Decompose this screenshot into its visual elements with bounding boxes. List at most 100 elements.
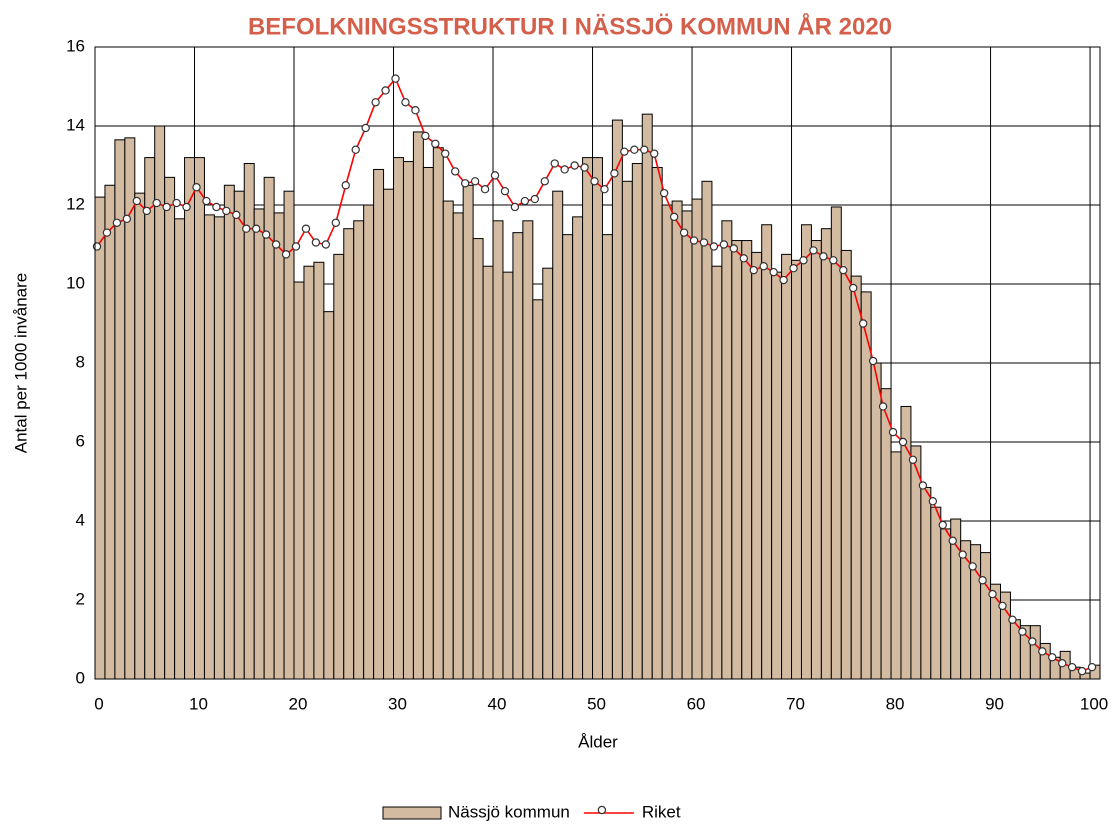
- bar: [253, 208, 265, 680]
- bar: [432, 147, 444, 680]
- marker: [331, 218, 341, 227]
- x-tick-label: 90: [985, 694, 1004, 713]
- bar: [243, 163, 255, 680]
- marker: [789, 264, 798, 273]
- bar: [393, 157, 404, 680]
- marker: [689, 236, 699, 245]
- bar: [492, 220, 504, 680]
- y-tick-label: 8: [76, 352, 85, 371]
- bar: [940, 528, 952, 680]
- bar: [890, 451, 902, 680]
- marker: [948, 536, 957, 545]
- marker: [281, 250, 291, 259]
- marker: [142, 206, 151, 216]
- marker: [679, 228, 689, 237]
- marker: [709, 242, 719, 251]
- bar: [323, 311, 335, 680]
- bar: [134, 192, 146, 680]
- marker: [918, 481, 928, 490]
- marker: [829, 256, 838, 265]
- bar: [920, 486, 932, 680]
- marker: [391, 74, 400, 83]
- x-tick-label: 80: [886, 694, 905, 713]
- marker: [998, 601, 1007, 611]
- bar: [333, 253, 345, 680]
- marker: [1057, 659, 1067, 668]
- bar: [671, 200, 683, 680]
- bar: [771, 271, 783, 680]
- marker: [1038, 647, 1047, 656]
- marker: [938, 520, 947, 530]
- marker: [928, 497, 938, 506]
- marker: [301, 224, 311, 233]
- x-tick-label: 10: [189, 694, 208, 713]
- x-tick-label: 20: [289, 694, 308, 713]
- y-tick-label: 0: [76, 668, 85, 687]
- marker: [1028, 637, 1037, 646]
- bar: [721, 220, 733, 680]
- bar: [293, 281, 305, 680]
- y-tick-label: 12: [66, 194, 85, 213]
- bar: [980, 552, 992, 680]
- legend-swatch: [597, 805, 607, 815]
- bar: [442, 200, 454, 680]
- marker: [650, 149, 659, 158]
- bar: [810, 240, 822, 680]
- bar: [711, 265, 723, 680]
- bar: [781, 253, 793, 680]
- bar: [472, 238, 484, 680]
- marker: [361, 123, 370, 133]
- marker: [351, 145, 360, 154]
- bar: [273, 212, 285, 680]
- marker: [321, 240, 331, 249]
- bar: [641, 113, 653, 680]
- marker: [520, 196, 530, 206]
- bar: [194, 157, 205, 680]
- bar: [184, 157, 196, 680]
- marker: [630, 145, 639, 154]
- marker: [152, 198, 161, 208]
- marker: [212, 202, 221, 212]
- marker: [699, 238, 709, 247]
- bar: [621, 180, 633, 680]
- bar: [233, 190, 245, 680]
- marker: [162, 202, 171, 212]
- marker: [510, 202, 520, 212]
- chart-title: BEFOLKNINGSSTRUKTUR I NÄSSJÖ KOMMUN ÅR 2…: [248, 12, 892, 40]
- marker: [441, 149, 450, 158]
- marker: [1067, 662, 1077, 672]
- marker: [729, 244, 739, 253]
- marker: [530, 194, 540, 204]
- marker: [431, 139, 440, 148]
- bar: [532, 299, 544, 680]
- marker: [132, 196, 142, 206]
- legend-label: Nässjö kommun: [448, 802, 570, 821]
- bar: [482, 265, 494, 680]
- bar: [462, 184, 474, 680]
- marker: [878, 402, 888, 411]
- bar: [313, 261, 325, 680]
- bar: [631, 163, 643, 680]
- marker: [1008, 615, 1017, 624]
- marker: [908, 455, 918, 464]
- bar: [343, 228, 355, 680]
- bar: [94, 196, 106, 680]
- bar: [552, 190, 564, 680]
- marker: [849, 283, 858, 293]
- y-tick-label: 4: [76, 510, 85, 529]
- marker: [451, 167, 460, 176]
- legend-label: Riket: [642, 802, 681, 821]
- bar: [820, 228, 832, 680]
- x-tick-label: 60: [687, 694, 706, 713]
- marker: [222, 206, 231, 216]
- marker: [819, 252, 828, 261]
- marker: [1077, 666, 1087, 676]
- bar: [213, 216, 225, 680]
- bar: [353, 220, 365, 680]
- marker: [490, 171, 500, 180]
- bar: [562, 234, 574, 680]
- marker: [242, 224, 251, 233]
- marker: [759, 262, 768, 271]
- marker: [988, 589, 997, 599]
- marker: [799, 256, 808, 265]
